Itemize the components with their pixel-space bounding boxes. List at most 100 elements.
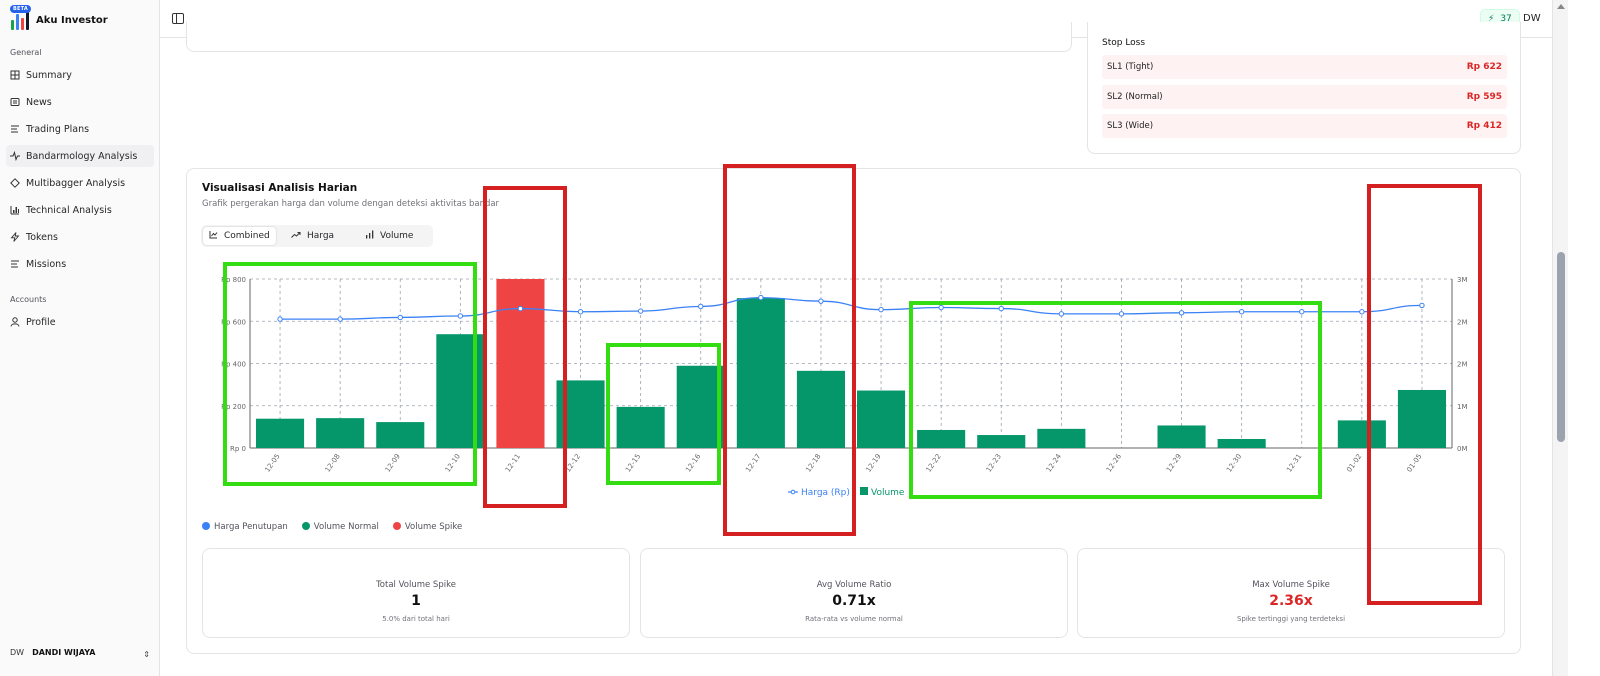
- trending-up-icon: [291, 230, 301, 242]
- price-point: [1178, 310, 1185, 316]
- x-tick-label: 12-15: [624, 453, 642, 474]
- x-tick-label: 12-22: [925, 453, 943, 474]
- stat-value: 1: [411, 593, 421, 609]
- legend-label-price: Harga (Rp): [801, 488, 850, 498]
- sidebar-item-missions[interactable]: Missions: [6, 253, 154, 275]
- page-scrollbar[interactable]: [1552, 0, 1568, 676]
- bar-chart-icon: [10, 205, 20, 215]
- price-point: [577, 309, 584, 315]
- sidebar-item-label: Missions: [26, 258, 67, 270]
- stop-loss-row: SL1 (Tight) Rp 622: [1102, 55, 1507, 79]
- sidebar-item-multibagger[interactable]: Multibagger Analysis: [6, 172, 154, 194]
- sidebar-item-trading-plans[interactable]: Trading Plans: [6, 118, 154, 140]
- sidebar-item-bandarmology[interactable]: Bandarmology Analysis: [6, 145, 154, 167]
- x-tick-label: 12-08: [324, 453, 342, 474]
- volume-bar: [1157, 425, 1206, 448]
- summary-icon: [10, 70, 20, 80]
- sidebar-item-label: Trading Plans: [26, 123, 90, 135]
- stop-loss-label: SL3 (Wide): [1107, 121, 1154, 131]
- x-tick-label: 12-26: [1105, 452, 1124, 474]
- volume-bar: [256, 418, 305, 448]
- brand-logo-icon: BETA: [10, 5, 31, 30]
- x-tick-label: 12-23: [985, 453, 1003, 474]
- volume-bar: [1337, 420, 1386, 448]
- bolt-icon: ⚡: [1488, 14, 1495, 24]
- x-tick-label: 12-19: [864, 453, 882, 474]
- stat-label: Avg Volume Ratio: [816, 580, 892, 590]
- stop-loss-row: SL2 (Normal) Rp 595: [1102, 85, 1507, 109]
- tab-volume[interactable]: Volume: [359, 227, 419, 245]
- tab-combined[interactable]: Combined: [203, 227, 276, 245]
- sidebar-toggle-icon[interactable]: [172, 13, 184, 24]
- y-tick-label-left: Rp 400: [221, 361, 246, 369]
- tab-harga[interactable]: Harga: [285, 227, 340, 245]
- legend-item-price: Harga Penutupan: [202, 522, 288, 532]
- avatar[interactable]: DW: [1523, 13, 1541, 24]
- stop-loss-value: Rp 595: [1466, 92, 1502, 102]
- legend-point-price: [790, 489, 796, 495]
- stop-loss-row: SL3 (Wide) Rp 412: [1102, 114, 1507, 138]
- stat-label: Total Volume Spike: [376, 580, 456, 590]
- volume-bar: [376, 422, 425, 448]
- y-tick-label-right: 2M: [1457, 318, 1468, 326]
- sidebar-item-label: Summary: [26, 69, 72, 81]
- legend-swatch-volume: [860, 487, 868, 495]
- stop-loss-title: Stop Loss: [1102, 38, 1146, 48]
- sidebar-item-technical[interactable]: Technical Analysis: [6, 199, 154, 221]
- tab-label: Combined: [224, 231, 270, 241]
- nav-section-accounts: Accounts: [10, 295, 47, 304]
- y-tick-label-left: Rp 600: [221, 318, 246, 326]
- volume-spike-bar: [496, 279, 545, 448]
- scroll-up-icon[interactable]: [1557, 4, 1565, 9]
- stop-loss-label: SL1 (Tight): [1107, 62, 1154, 72]
- volume-bar: [676, 365, 725, 448]
- chart-legend: Harga Penutupan Volume Normal Volume Spi…: [202, 522, 462, 532]
- x-tick-label: 01-02: [1345, 453, 1363, 474]
- sidebar-item-news[interactable]: News: [6, 91, 154, 113]
- user-menu[interactable]: DW DANDI WIJAYA ⇕: [10, 648, 150, 659]
- diamond-icon: [10, 178, 20, 188]
- volume-bar: [616, 406, 665, 448]
- chart-tabs: Combined Harga Volume: [201, 225, 433, 247]
- price-point: [698, 303, 704, 310]
- volume-bar: [556, 380, 605, 448]
- price-point: [517, 305, 524, 312]
- legend-label: Volume Normal: [313, 522, 379, 532]
- x-tick-label: 12-30: [1225, 453, 1243, 474]
- activity-icon: [10, 151, 20, 161]
- news-icon: [10, 97, 20, 107]
- x-tick-label: 12-11: [504, 453, 522, 474]
- scroll-thumb[interactable]: [1557, 252, 1565, 442]
- x-tick-label: 01-05: [1405, 453, 1423, 474]
- price-point: [1299, 309, 1305, 315]
- right-gutter: [1568, 0, 1600, 676]
- viz-title: Visualisasi Analisis Harian: [202, 182, 358, 194]
- x-tick-label: 12-16: [684, 452, 703, 474]
- legend-label: Harga Penutupan: [214, 522, 288, 532]
- stat-note: Spike tertinggi yang terdeteksi: [1236, 615, 1346, 623]
- y-tick-label-right: 3M: [1457, 276, 1468, 284]
- sidebar-item-tokens[interactable]: Tokens: [6, 226, 154, 248]
- sidebar-item-label: Tokens: [26, 231, 58, 243]
- sidebar-item-summary[interactable]: Summary: [6, 64, 154, 86]
- upper-left-card: [186, 22, 1072, 52]
- y-tick-label-right: 1M: [1457, 403, 1468, 411]
- price-point: [938, 304, 944, 311]
- x-tick-label: 12-17: [744, 453, 762, 474]
- stat-note: 5.0% dari total hari: [382, 615, 450, 623]
- stat-card-total-spike: Total Volume Spike 1 5.0% dari total har…: [202, 548, 630, 638]
- volume-bar: [436, 334, 485, 448]
- beta-badge: BETA: [10, 5, 31, 13]
- chevron-up-down-icon: ⇕: [143, 650, 150, 659]
- legend-item-spike: Volume Spike: [392, 522, 463, 532]
- legend-label-volume: Volume: [871, 488, 905, 498]
- legend-label: Volume Spike: [404, 522, 463, 532]
- line-chart-icon: [209, 230, 218, 242]
- volume-bar: [1397, 389, 1446, 448]
- legend-dot: [202, 522, 210, 530]
- legend-dot: [392, 522, 401, 530]
- x-tick-label: 12-12: [564, 453, 582, 474]
- sidebar-item-profile[interactable]: Profile: [6, 311, 154, 333]
- bolt-icon: [10, 232, 20, 242]
- brand[interactable]: BETA Aku Investor: [10, 5, 108, 30]
